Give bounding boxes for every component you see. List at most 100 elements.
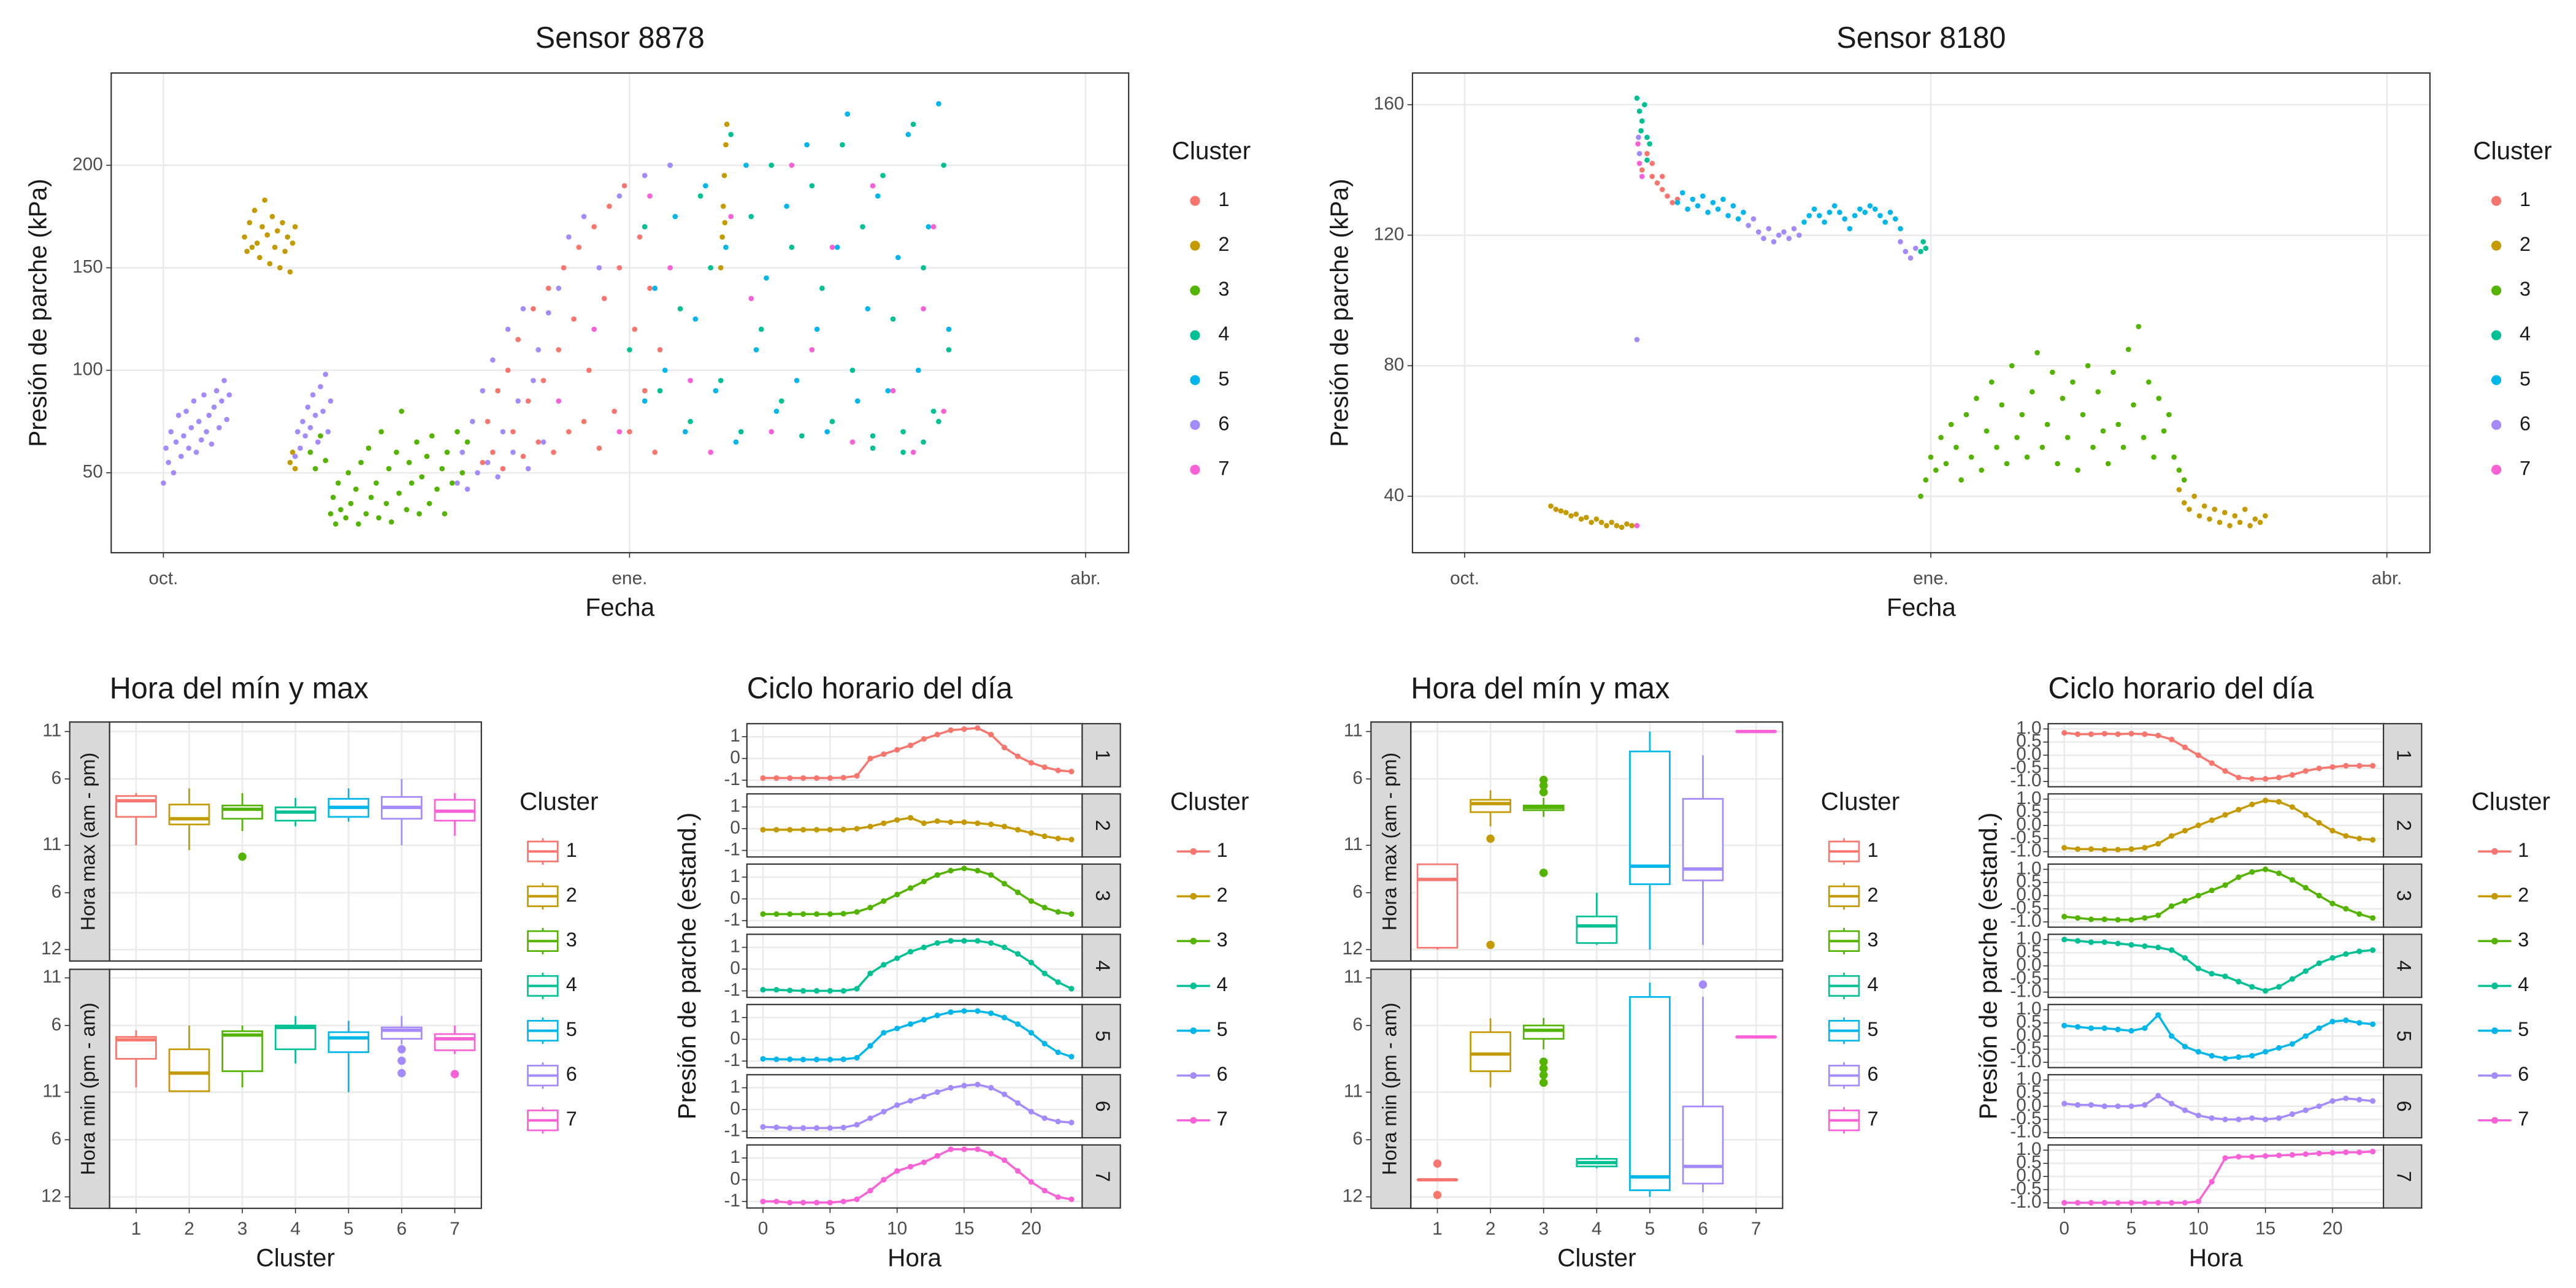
- facet-label: 7: [1092, 1171, 1114, 1182]
- data-point: [1817, 213, 1822, 218]
- data-point: [2155, 912, 2161, 918]
- data-point: [2249, 1154, 2255, 1160]
- box: [1682, 798, 1724, 881]
- data-point: [1055, 835, 1061, 841]
- y-tick-label: -1.0: [2010, 981, 2041, 1001]
- data-point: [849, 439, 856, 445]
- data-point: [183, 408, 189, 414]
- data-point: [1041, 1115, 1048, 1121]
- data-point: [948, 1009, 954, 1015]
- data-point: [320, 408, 326, 414]
- data-point: [2101, 916, 2107, 922]
- data-point: [773, 827, 780, 833]
- data-point: [2195, 1113, 2201, 1119]
- legend-label: 6: [2518, 1063, 2529, 1085]
- data-point: [1999, 402, 2005, 408]
- data-point: [2142, 1200, 2148, 1206]
- x-axis-title: Fecha: [1887, 593, 1956, 621]
- chart-title: Sensor 8878: [535, 21, 705, 55]
- data-point: [2074, 846, 2081, 852]
- legend-label: 4: [2520, 323, 2531, 345]
- data-point: [2302, 768, 2309, 774]
- data-point: [601, 296, 607, 302]
- data-point: [2074, 1102, 2081, 1108]
- data-point: [520, 306, 526, 312]
- data-point: [2115, 1200, 2121, 1206]
- data-point: [201, 392, 207, 398]
- panel-background: [746, 934, 1083, 998]
- legend-key: [2491, 1027, 2498, 1034]
- data-point: [2100, 428, 2106, 434]
- legend-key: [2491, 420, 2502, 430]
- data-point: [607, 203, 612, 209]
- data-point: [2275, 1115, 2282, 1121]
- data-point: [723, 142, 729, 148]
- data-point: [1553, 507, 1559, 512]
- legend-label: 4: [566, 973, 577, 995]
- legend-label: 4: [1218, 323, 1229, 345]
- data-point: [961, 1008, 967, 1014]
- data-point: [1028, 1108, 1034, 1115]
- data-point: [2141, 435, 2147, 440]
- data-point: [946, 326, 952, 332]
- data-point: [285, 234, 291, 240]
- data-point: [305, 404, 311, 410]
- data-point: [386, 466, 392, 472]
- facet-strip: [1081, 723, 1121, 788]
- data-point: [1014, 753, 1021, 759]
- facet-strip: [1081, 1074, 1121, 1139]
- data-point: [787, 1200, 793, 1206]
- data-point: [1659, 174, 1665, 180]
- data-point: [2155, 945, 2161, 951]
- data-point: [809, 183, 815, 189]
- data-point: [789, 244, 795, 250]
- data-point: [335, 480, 341, 486]
- y-tick-label: 40: [1384, 485, 1404, 505]
- y-tick-label: 0.0: [2016, 1165, 2041, 1186]
- data-point: [251, 207, 258, 213]
- facet-strip: [1081, 793, 1121, 858]
- legend-key: [2491, 240, 2502, 251]
- data-point: [1735, 216, 1741, 222]
- box: [1576, 915, 1618, 944]
- data-point: [2209, 817, 2215, 823]
- data-point: [934, 1152, 940, 1159]
- data-point: [2302, 1151, 2309, 1157]
- data-point: [2142, 943, 2148, 949]
- data-point: [921, 1094, 927, 1100]
- data-point: [2209, 970, 2215, 977]
- y-tick-label: -0.5: [2010, 757, 2041, 778]
- data-point: [819, 285, 825, 291]
- y-tick-label: -1: [724, 1050, 740, 1070]
- data-point: [408, 480, 415, 486]
- data-point: [2088, 1200, 2095, 1206]
- data-point: [787, 1125, 793, 1131]
- data-point: [1629, 523, 1635, 529]
- y-tick-label: 1: [730, 1006, 740, 1027]
- data-point: [1068, 1054, 1075, 1060]
- facet-label: 1: [1092, 749, 1114, 761]
- legend-label: 7: [2520, 457, 2531, 479]
- data-point: [2182, 1107, 2188, 1113]
- data-point: [672, 213, 678, 220]
- data-point: [827, 911, 833, 917]
- facet-strip: [2383, 1003, 2423, 1068]
- data-point: [652, 450, 658, 455]
- data-point: [2128, 846, 2134, 852]
- data-point: [173, 439, 179, 445]
- legend-label: 4: [1867, 973, 1878, 995]
- data-point: [186, 445, 192, 451]
- legend-label: 2: [2518, 884, 2529, 906]
- data-point: [870, 433, 876, 439]
- y-tick-label: -1: [724, 839, 740, 859]
- data-point: [800, 1125, 807, 1131]
- data-point: [1028, 1030, 1034, 1036]
- x-axis-title: Hora: [887, 1244, 941, 1272]
- legend-key: [2491, 983, 2498, 989]
- box: [1470, 1031, 1511, 1072]
- data-point: [988, 732, 994, 738]
- data-point: [2329, 955, 2336, 961]
- data-point: [1642, 102, 1647, 108]
- x-tick-label: 5: [343, 1219, 354, 1239]
